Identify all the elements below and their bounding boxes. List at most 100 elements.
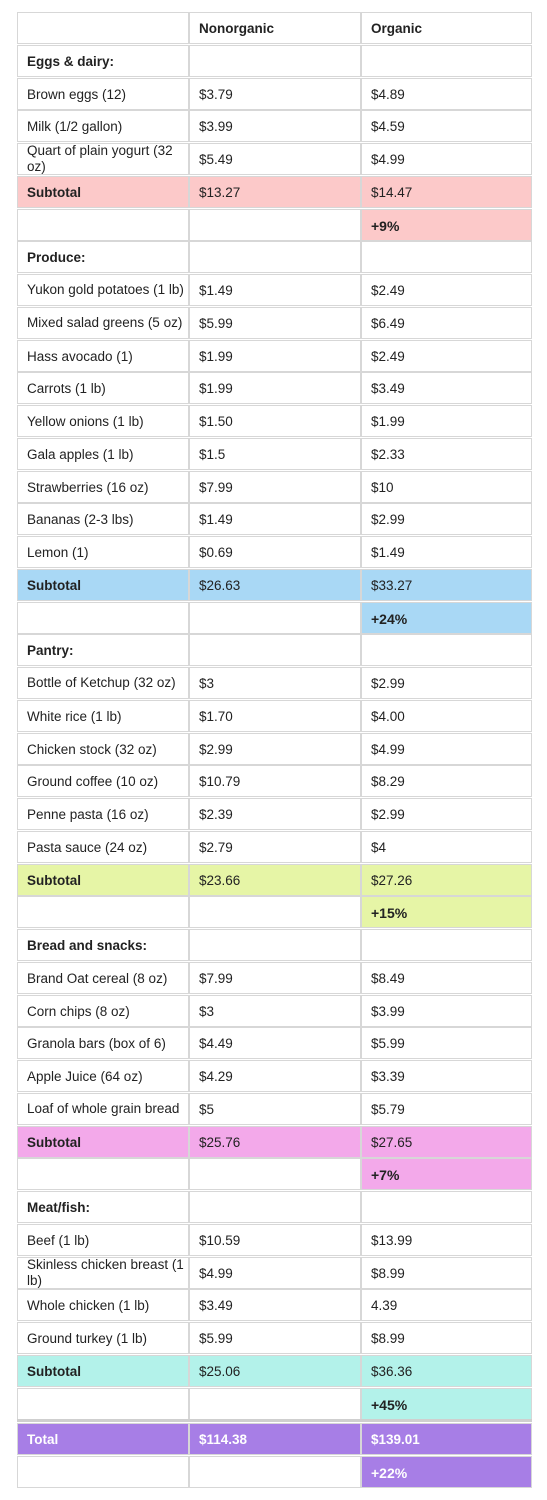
item-name: Apple Juice (64 oz) xyxy=(17,1060,189,1092)
item-nonorganic-price: $1.99 xyxy=(189,372,361,405)
item-organic-price: $4.99 xyxy=(361,143,532,175)
item-name: Brand Oat cereal (8 oz) xyxy=(17,961,189,994)
item-row: Brown eggs (12) $3.79 $4.89 xyxy=(17,77,532,110)
item-organic-price: $5.99 xyxy=(361,1027,532,1060)
header-row: Nonorganic Organic xyxy=(17,12,532,44)
subtotal-row: Subtotal $25.76 $27.65 xyxy=(17,1125,532,1158)
item-row: Pasta sauce (24 oz) $2.79 $4 xyxy=(17,830,532,863)
section-title-row: Meat/fish: xyxy=(17,1191,532,1223)
item-row: Lemon (1) $0.69 $1.49 xyxy=(17,536,532,568)
section-title: Pantry: xyxy=(17,634,189,667)
item-name: Loaf of whole grain bread xyxy=(17,1092,189,1125)
item-name: Carrots (1 lb) xyxy=(17,372,189,405)
increase-row: +45% xyxy=(17,1387,532,1420)
item-nonorganic-price: $1.70 xyxy=(189,699,361,732)
item-row: Bottle of Ketchup (32 oz) $3 $2.99 xyxy=(17,667,532,699)
section-title: Eggs & dairy: xyxy=(17,44,189,77)
percent-increase: +24% xyxy=(361,601,532,634)
item-organic-price: $4.59 xyxy=(361,110,532,143)
subtotal-organic: $14.47 xyxy=(361,175,532,208)
item-name: Yukon gold potatoes (1 lb) xyxy=(17,274,189,306)
item-organic-price: $8.99 xyxy=(361,1256,532,1289)
item-organic-price: $4 xyxy=(361,830,532,863)
item-name: Brown eggs (12) xyxy=(17,77,189,110)
subtotal-nonorganic: $25.06 xyxy=(189,1354,361,1387)
item-row: Yellow onions (1 lb) $1.50 $1.99 xyxy=(17,405,532,437)
item-nonorganic-price: $1.5 xyxy=(189,437,361,470)
empty-cell xyxy=(189,1387,361,1420)
section-title: Bread and snacks: xyxy=(17,929,189,961)
empty-cell xyxy=(361,634,532,667)
item-name: Lemon (1) xyxy=(17,536,189,568)
item-organic-price: $8.99 xyxy=(361,1322,532,1354)
empty-cell xyxy=(189,1191,361,1223)
item-row: Strawberries (16 oz) $7.99 $10 xyxy=(17,470,532,503)
empty-cell xyxy=(17,1158,189,1191)
item-row: White rice (1 lb) $1.70 $4.00 xyxy=(17,699,532,732)
subtotal-label: Subtotal xyxy=(17,1354,189,1387)
header-nonorganic: Nonorganic xyxy=(189,12,361,44)
percent-increase: +9% xyxy=(361,208,532,241)
total-percent-increase: +22% xyxy=(361,1456,532,1488)
price-comparison-table: Nonorganic Organic Eggs & dairy: Brown eggs… xyxy=(17,12,532,1489)
subtotal-nonorganic: $25.76 xyxy=(189,1125,361,1158)
item-nonorganic-price: $0.69 xyxy=(189,536,361,568)
item-name: Yellow onions (1 lb) xyxy=(17,405,189,437)
item-row: Carrots (1 lb) $1.99 $3.49 xyxy=(17,372,532,405)
subtotal-nonorganic: $26.63 xyxy=(189,568,361,601)
section-title: Meat/fish: xyxy=(17,1191,189,1223)
item-name: Skinless chicken breast (1 lb) xyxy=(17,1256,189,1289)
item-nonorganic-price: $1.49 xyxy=(189,274,361,306)
item-nonorganic-price: $3 xyxy=(189,667,361,699)
empty-cell xyxy=(189,208,361,241)
item-nonorganic-price: $5 xyxy=(189,1092,361,1125)
item-row: Mixed salad greens (5 oz) $5.99 $6.49 xyxy=(17,306,532,339)
subtotal-label: Subtotal xyxy=(17,1125,189,1158)
section-title-row: Eggs & dairy: xyxy=(17,44,532,77)
item-nonorganic-price: $2.79 xyxy=(189,830,361,863)
item-organic-price: $2.49 xyxy=(361,274,532,306)
total-nonorganic: $114.38 xyxy=(189,1423,361,1456)
item-row: Ground coffee (10 oz) $10.79 $8.29 xyxy=(17,765,532,798)
total-label: Total xyxy=(17,1423,189,1456)
item-row: Beef (1 lb) $10.59 $13.99 xyxy=(17,1223,532,1256)
total-row: Total $114.38 $139.01 xyxy=(17,1423,532,1456)
section-title-row: Produce: xyxy=(17,241,532,274)
item-name: Strawberries (16 oz) xyxy=(17,470,189,503)
item-name: Whole chicken (1 lb) xyxy=(17,1289,189,1322)
header-blank-cell xyxy=(17,12,189,44)
subtotal-row: Subtotal $26.63 $33.27 xyxy=(17,568,532,601)
empty-cell xyxy=(189,634,361,667)
item-row: Gala apples (1 lb) $1.5 $2.33 xyxy=(17,437,532,470)
empty-cell xyxy=(17,896,189,929)
item-name: Pasta sauce (24 oz) xyxy=(17,830,189,863)
item-name: Quart of plain yogurt (32 oz) xyxy=(17,143,189,175)
increase-row: +24% xyxy=(17,601,532,634)
item-row: Brand Oat cereal (8 oz) $7.99 $8.49 xyxy=(17,961,532,994)
item-nonorganic-price: $10.79 xyxy=(189,765,361,798)
item-nonorganic-price: $10.59 xyxy=(189,1223,361,1256)
empty-cell xyxy=(17,601,189,634)
empty-cell xyxy=(189,1456,361,1488)
item-nonorganic-price: $2.39 xyxy=(189,798,361,830)
header-organic: Organic xyxy=(361,12,532,44)
subtotal-label: Subtotal xyxy=(17,568,189,601)
item-organic-price: $3.39 xyxy=(361,1060,532,1092)
increase-row: +7% xyxy=(17,1158,532,1191)
percent-increase: +45% xyxy=(361,1387,532,1420)
empty-cell xyxy=(17,1387,189,1420)
increase-row: +9% xyxy=(17,208,532,241)
item-row: Bananas (2-3 lbs) $1.49 $2.99 xyxy=(17,503,532,536)
item-nonorganic-price: $3.79 xyxy=(189,77,361,110)
item-organic-price: $2.99 xyxy=(361,503,532,536)
subtotal-organic: $33.27 xyxy=(361,568,532,601)
item-name: Ground coffee (10 oz) xyxy=(17,765,189,798)
item-organic-price: $2.99 xyxy=(361,667,532,699)
item-nonorganic-price: $1.49 xyxy=(189,503,361,536)
subtotal-label: Subtotal xyxy=(17,175,189,208)
section-title: Produce: xyxy=(17,241,189,274)
item-row: Yukon gold potatoes (1 lb) $1.49 $2.49 xyxy=(17,274,532,306)
item-nonorganic-price: $7.99 xyxy=(189,961,361,994)
item-row: Milk (1/2 gallon) $3.99 $4.59 xyxy=(17,110,532,143)
subtotal-row: Subtotal $13.27 $14.47 xyxy=(17,175,532,208)
